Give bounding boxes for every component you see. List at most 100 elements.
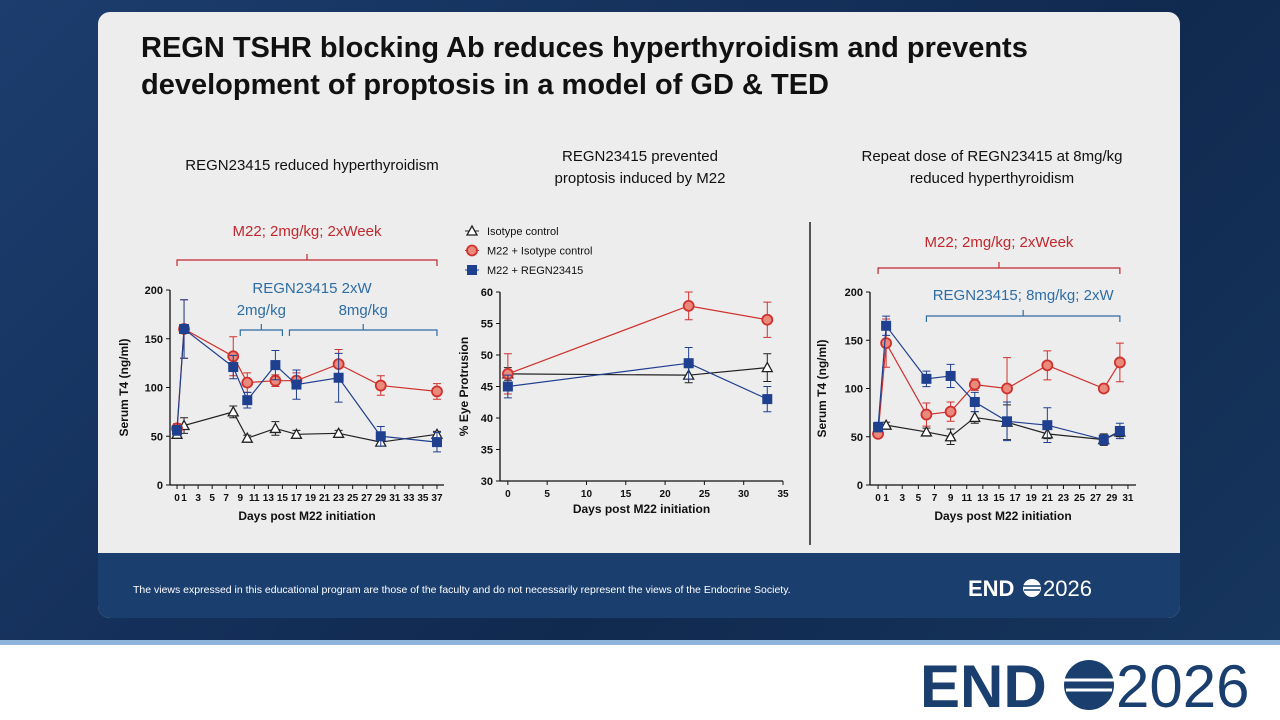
y-tick-label: 150: [845, 335, 863, 347]
x-axis-label: Days post M22 initiation: [573, 502, 710, 516]
y-tick-label: 45: [481, 382, 493, 394]
marker: [761, 313, 774, 326]
logo-left: END: [968, 576, 1014, 601]
marker: [374, 379, 387, 392]
marker: [921, 373, 932, 384]
series-line: [507, 305, 768, 375]
footer-bar: [98, 553, 1180, 618]
marker: [1002, 416, 1013, 427]
x-tick-label: 3: [195, 493, 201, 504]
marker: [242, 395, 253, 406]
marker: [241, 431, 254, 443]
y-tick-label: 50: [851, 432, 863, 444]
series-line: [507, 367, 768, 376]
marker: [880, 418, 893, 430]
x-tick-label: 15: [993, 493, 1005, 504]
bracket: [239, 324, 284, 336]
marker: [762, 394, 773, 405]
y-axis-label: % Eye Protrusion: [457, 337, 471, 436]
slide-card: REGN TSHR blocking Ab reduces hyperthyro…: [98, 12, 1180, 618]
y-tick-label: 50: [481, 350, 493, 362]
y-tick-label: 100: [845, 384, 863, 396]
chart-title: Repeat dose of REGN23415 at 8mg/kg: [862, 148, 1123, 165]
marker: [179, 324, 190, 334]
x-tick-label: 11: [961, 493, 972, 504]
marker: [682, 299, 695, 312]
x-tick-label: 7: [223, 493, 229, 504]
x-tick-label: 11: [249, 493, 260, 504]
marker: [683, 358, 694, 369]
x-tick-label: 31: [389, 493, 401, 504]
small-logo: END 2026: [968, 576, 1092, 601]
y-tick-label: 200: [145, 285, 163, 297]
x-tick-label: 21: [319, 493, 331, 504]
legend-marker: [466, 244, 478, 257]
x-tick-label: 25: [699, 489, 711, 500]
footer-text: The views expressed in this educational …: [133, 584, 791, 596]
x-tick-label: 37: [431, 493, 443, 504]
x-tick-label: 25: [347, 493, 359, 504]
annotation: REGN23415; 8mg/kg; 2xW: [933, 287, 1115, 304]
annotation: 8mg/kg: [339, 302, 388, 319]
marker: [1042, 420, 1053, 431]
marker: [944, 405, 957, 418]
y-axis-label: Serum T4 (ng/ml): [117, 338, 131, 436]
chart-title: REGN23415 reduced hyperthyroidism: [185, 157, 438, 174]
marker: [969, 397, 980, 408]
series-line: [507, 362, 768, 400]
series-line: [877, 416, 1121, 441]
marker: [332, 426, 345, 438]
y-tick-label: 35: [481, 445, 493, 457]
marker: [920, 425, 933, 437]
marker: [431, 437, 442, 448]
logo-globe-lines: [1064, 678, 1114, 692]
marker: [290, 427, 303, 439]
annotation: REGN23415 2xW: [252, 280, 372, 297]
x-tick-label: 5: [209, 493, 215, 504]
x-tick-label: 1: [883, 493, 889, 504]
marker: [375, 431, 386, 442]
marker: [291, 379, 302, 390]
annotation: M22; 2mg/kg; 2xWeek: [233, 223, 382, 240]
marker: [1097, 382, 1110, 395]
marker: [1113, 356, 1126, 369]
marker: [1041, 359, 1054, 372]
marker: [920, 408, 933, 421]
logo-globe: [1023, 579, 1041, 597]
marker: [227, 405, 240, 417]
legend-label: M22 + REGN23415: [487, 265, 583, 277]
marker: [945, 370, 956, 381]
big-logo: END 2026: [920, 653, 1249, 720]
x-tick-label: 31: [1122, 493, 1134, 504]
x-axis-label: Days post M22 initiation: [934, 509, 1071, 523]
logo-right: 2026: [1043, 576, 1092, 601]
x-tick-label: 23: [1058, 493, 1070, 504]
x-tick-label: 25: [1074, 493, 1086, 504]
marker: [1001, 382, 1013, 395]
x-tick-label: 35: [417, 493, 429, 504]
x-tick-label: 5: [916, 493, 922, 504]
legend-label: M22 + Isotype control: [487, 246, 592, 258]
y-tick-label: 0: [157, 480, 163, 492]
slide-title: REGN TSHR blocking Ab reduces hyperthyro…: [141, 32, 1028, 101]
marker: [1114, 425, 1125, 436]
y-tick-label: 40: [481, 413, 493, 425]
x-tick-label: 7: [932, 493, 938, 504]
x-tick-label: 9: [948, 493, 954, 504]
x-tick-label: 0: [174, 493, 180, 504]
x-tick-label: 27: [1090, 493, 1102, 504]
y-tick-label: 0: [857, 480, 863, 492]
marker: [241, 376, 254, 389]
bracket: [925, 310, 1121, 322]
chart-title: REGN23415 prevented: [562, 148, 718, 165]
legend-label: Isotype control: [487, 226, 559, 238]
logo-right: 2026: [1116, 653, 1249, 720]
marker: [269, 422, 282, 434]
chart-title: proptosis induced by M22: [555, 170, 726, 187]
x-tick-label: 23: [333, 493, 345, 504]
x-tick-label: 13: [263, 493, 275, 504]
marker: [502, 381, 513, 392]
marker: [880, 337, 893, 350]
series-line: [176, 327, 438, 443]
